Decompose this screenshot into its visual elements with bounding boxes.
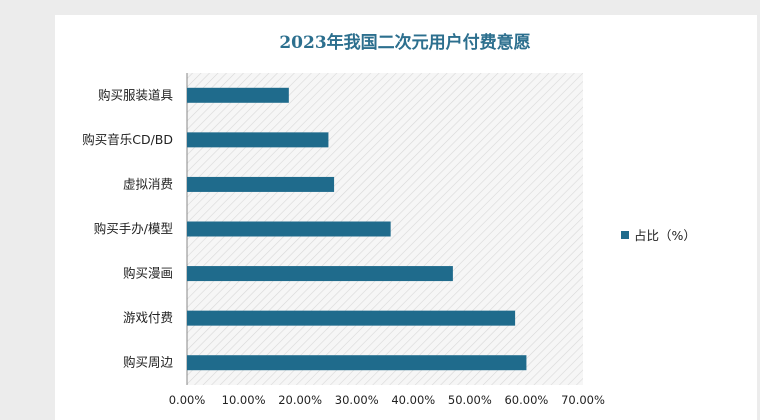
- x-tick-label: 70.00%: [561, 393, 605, 407]
- bar-5: [187, 266, 453, 282]
- legend: 占比（%）: [621, 228, 696, 243]
- chart-title: 2023年我国二次元用户付费意愿: [279, 32, 530, 53]
- category-label: 购买周边: [123, 355, 174, 370]
- bar-4: [187, 221, 391, 237]
- category-label: 购买音乐CD/BD: [82, 132, 173, 147]
- x-tick-label: 50.00%: [448, 393, 492, 407]
- category-label: 购买手办/模型: [94, 221, 173, 236]
- chart-panel: 2023年我国二次元用户付费意愿 购买服装道具购买音乐CD/BD 虚拟消费购买手办…: [55, 15, 757, 420]
- legend-label: 占比（%）: [634, 228, 696, 243]
- category-label: 购买漫画: [123, 266, 173, 281]
- x-tick-label: 30.00%: [335, 393, 379, 407]
- legend-swatch: [621, 231, 629, 239]
- bar-6: [187, 310, 516, 326]
- category-label: 虚拟消费: [123, 176, 173, 191]
- x-tick-label: 10.00%: [222, 393, 266, 407]
- x-tick-label: 40.00%: [391, 393, 435, 407]
- x-tick-label: 20.00%: [278, 393, 322, 407]
- bar-3: [187, 176, 335, 192]
- category-label: 购买服装道具: [98, 87, 174, 102]
- bar-7: [187, 355, 527, 371]
- bar-2: [187, 132, 329, 148]
- bar-1: [187, 87, 289, 103]
- x-tick-label: 60.00%: [504, 393, 548, 407]
- category-label: 游戏付费: [123, 310, 173, 325]
- x-tick-label: 0.00%: [169, 393, 206, 407]
